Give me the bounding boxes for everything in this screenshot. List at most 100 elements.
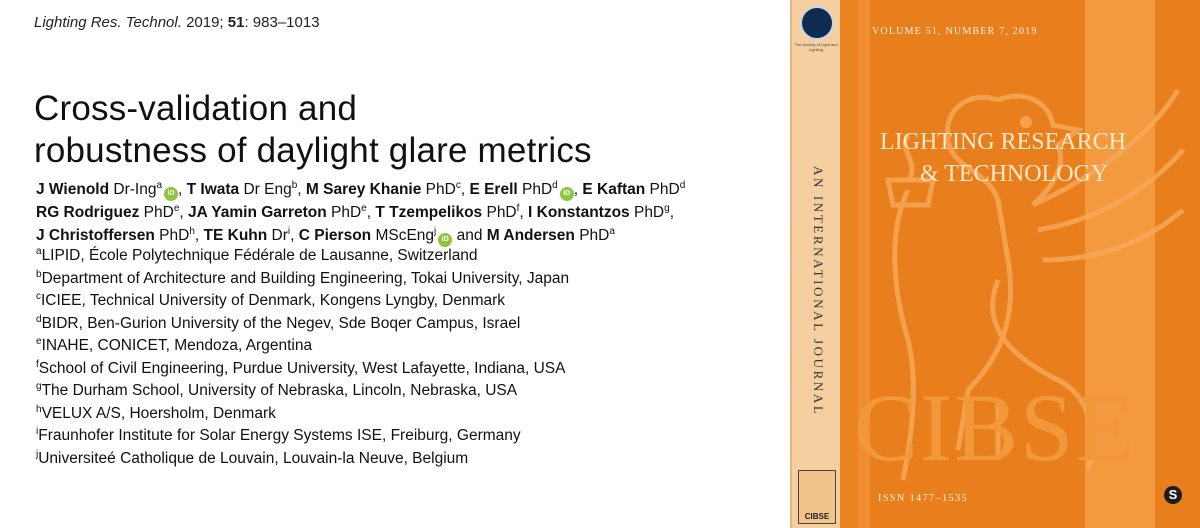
author-entry: C Pierson MScEngjiD bbox=[298, 226, 453, 247]
author-name: JA Yamin Garreton bbox=[188, 204, 327, 221]
affiliation-marker: f bbox=[36, 358, 39, 370]
cover-stripe bbox=[840, 0, 858, 528]
affiliation-marker: b bbox=[36, 268, 42, 280]
citation-volume: 51 bbox=[227, 14, 245, 31]
affiliation-marker: d bbox=[36, 313, 42, 325]
author-separator: , bbox=[669, 204, 675, 221]
journal-cover: The Society of Light and Lighting AN INT… bbox=[790, 0, 1200, 528]
affiliation-marker: h bbox=[36, 403, 42, 415]
author-separator: , bbox=[297, 181, 306, 198]
author-affiliation-marker: a bbox=[609, 226, 615, 237]
author-separator: , bbox=[179, 204, 188, 221]
society-logo-caption: The Society of Light and Lighting bbox=[794, 42, 838, 52]
author-entry: TE Kuhn Dri bbox=[204, 226, 291, 245]
author-entry: J Wienold Dr-IngaiD bbox=[36, 180, 178, 201]
spine-badge-label: CIBSE bbox=[804, 512, 830, 521]
author-name: M Sarey Khanie bbox=[305, 181, 422, 198]
affiliation-marker: i bbox=[36, 426, 39, 437]
cover-journal-title: LIGHTING RESEARCH & TECHNOLOGY bbox=[880, 126, 1200, 190]
citation-line: Lighting Res. Technol. 2019; 51: 983–101… bbox=[34, 14, 320, 31]
affiliation-marker: e bbox=[36, 336, 42, 347]
cover-front: VOLUME 51, NUMBER 7, 2019 LIGHTING RESEA… bbox=[840, 0, 1200, 528]
affiliation-list: aLIPID, École Polytechnique Fédérale de … bbox=[36, 245, 676, 470]
author-name: I Konstantzos bbox=[528, 204, 630, 221]
affiliation-item: eINAHE, CONICET, Mendoza, Argentina bbox=[36, 335, 676, 358]
author-separator: , bbox=[460, 181, 470, 198]
author-affiliation-marker: d bbox=[552, 180, 558, 191]
author-separator: , bbox=[178, 181, 187, 198]
cover-cibse-logo: CIBSE bbox=[854, 374, 1137, 481]
author-name: RG Rodriguez bbox=[36, 204, 140, 221]
eagle-emblem-icon bbox=[884, 88, 1185, 481]
author-degree: Dr bbox=[267, 227, 288, 244]
author-affiliation-marker: j bbox=[434, 226, 437, 237]
author-name: T Iwata bbox=[186, 181, 240, 198]
author-name: C Pierson bbox=[298, 227, 372, 244]
author-separator: and bbox=[452, 227, 487, 244]
affiliation-item: aLIPID, École Polytechnique Fédérale de … bbox=[36, 245, 676, 268]
author-affiliation-marker: e bbox=[361, 203, 367, 214]
author-entry: J Christoffersen PhDh bbox=[36, 226, 195, 245]
author-entry: T Tzempelikos PhDf bbox=[375, 204, 519, 222]
author-name: E Kaftan bbox=[582, 181, 646, 198]
author-entry: RG Rodriguez PhDe bbox=[36, 203, 180, 222]
author-degree: PhD bbox=[326, 204, 362, 221]
orcid-icon[interactable]: iD bbox=[164, 187, 178, 201]
author-affiliation-marker: g bbox=[664, 203, 670, 214]
author-degree: PhD bbox=[482, 204, 517, 221]
affiliation-item: hVELUX A/S, Hoersholm, Denmark bbox=[36, 403, 676, 426]
citation-pages: : 983–1013 bbox=[244, 14, 320, 31]
author-degree: Dr Eng bbox=[239, 181, 292, 198]
affiliation-text: LIPID, École Polytechnique Fédérale de L… bbox=[41, 247, 478, 264]
author-affiliation-marker: h bbox=[189, 226, 195, 237]
author-entry: M Andersen PhDa bbox=[487, 226, 615, 245]
author-entry: E Erell PhDdiD bbox=[469, 180, 574, 201]
author-affiliation-marker: a bbox=[156, 180, 162, 191]
author-separator: , bbox=[194, 227, 204, 244]
author-affiliation-marker: b bbox=[291, 180, 298, 191]
affiliation-item: fSchool of Civil Engineering, Purdue Uni… bbox=[36, 358, 676, 381]
author-affiliation-marker: e bbox=[173, 203, 180, 214]
cover-volume-line: VOLUME 51, NUMBER 7, 2019 bbox=[872, 26, 1038, 37]
author-entry: M Sarey Khanie PhDc bbox=[305, 180, 461, 199]
author-degree: PhD bbox=[154, 227, 190, 244]
author-affiliation-marker: i bbox=[287, 226, 291, 237]
author-name: J Wienold bbox=[36, 181, 110, 198]
society-logo-icon bbox=[800, 6, 834, 40]
cover-spine: The Society of Light and Lighting AN INT… bbox=[790, 0, 842, 528]
author-separator: , bbox=[519, 204, 529, 221]
affiliation-item: bDepartment of Architecture and Building… bbox=[36, 268, 676, 291]
author-affiliation-marker: d bbox=[679, 180, 686, 191]
affiliation-marker: c bbox=[36, 291, 41, 302]
author-separator: , bbox=[573, 181, 583, 198]
author-name: J Christoffersen bbox=[36, 227, 155, 244]
affiliation-text: VELUX A/S, Hoersholm, Denmark bbox=[41, 404, 276, 422]
title-line-1: Cross-validation and bbox=[34, 89, 358, 128]
cibse-badge-icon: CIBSE bbox=[798, 470, 836, 524]
author-degree: MScEng bbox=[371, 227, 435, 244]
affiliation-text: INAHE, CONICET, Mendoza, Argentina bbox=[41, 337, 313, 354]
affiliation-item: iFraunhofer Institute for Solar Energy S… bbox=[36, 425, 676, 448]
affiliation-item: jUniversiteé Catholique de Louvain, Louv… bbox=[36, 448, 676, 471]
orcid-icon[interactable]: iD bbox=[438, 233, 453, 247]
author-name: T Tzempelikos bbox=[375, 204, 483, 221]
author-entry: I Konstantzos PhDg bbox=[528, 203, 670, 222]
author-list: J Wienold Dr-IngaiD, T Iwata Dr Engb, M … bbox=[36, 178, 796, 247]
author-affiliation-marker: c bbox=[455, 180, 461, 191]
affiliation-marker: g bbox=[36, 381, 42, 392]
article-title: Cross-validation and robustness of dayli… bbox=[34, 88, 734, 172]
author-name: E Erell bbox=[469, 181, 518, 198]
affiliation-text: School of Civil Engineering, Purdue Univ… bbox=[38, 359, 566, 377]
affiliation-text: BIDR, Ben-Gurion University of the Negev… bbox=[41, 314, 521, 332]
author-degree: PhD bbox=[517, 181, 553, 198]
cover-title-line-1: LIGHTING RESEARCH bbox=[880, 129, 1126, 155]
citation-year: 2019; bbox=[186, 14, 224, 31]
affiliation-text: Universiteé Catholique de Louvain, Louva… bbox=[38, 449, 469, 467]
affiliation-text: ICIEE, Technical University of Denmark, … bbox=[41, 292, 506, 309]
author-entry: JA Yamin Garreton PhDe bbox=[188, 203, 367, 222]
author-degree: PhD bbox=[139, 204, 174, 221]
orcid-icon[interactable]: iD bbox=[559, 187, 574, 201]
affiliation-text: Department of Architecture and Building … bbox=[41, 269, 570, 287]
affiliation-marker: j bbox=[36, 448, 39, 460]
affiliation-text: The Durham School, University of Nebrask… bbox=[41, 382, 518, 399]
